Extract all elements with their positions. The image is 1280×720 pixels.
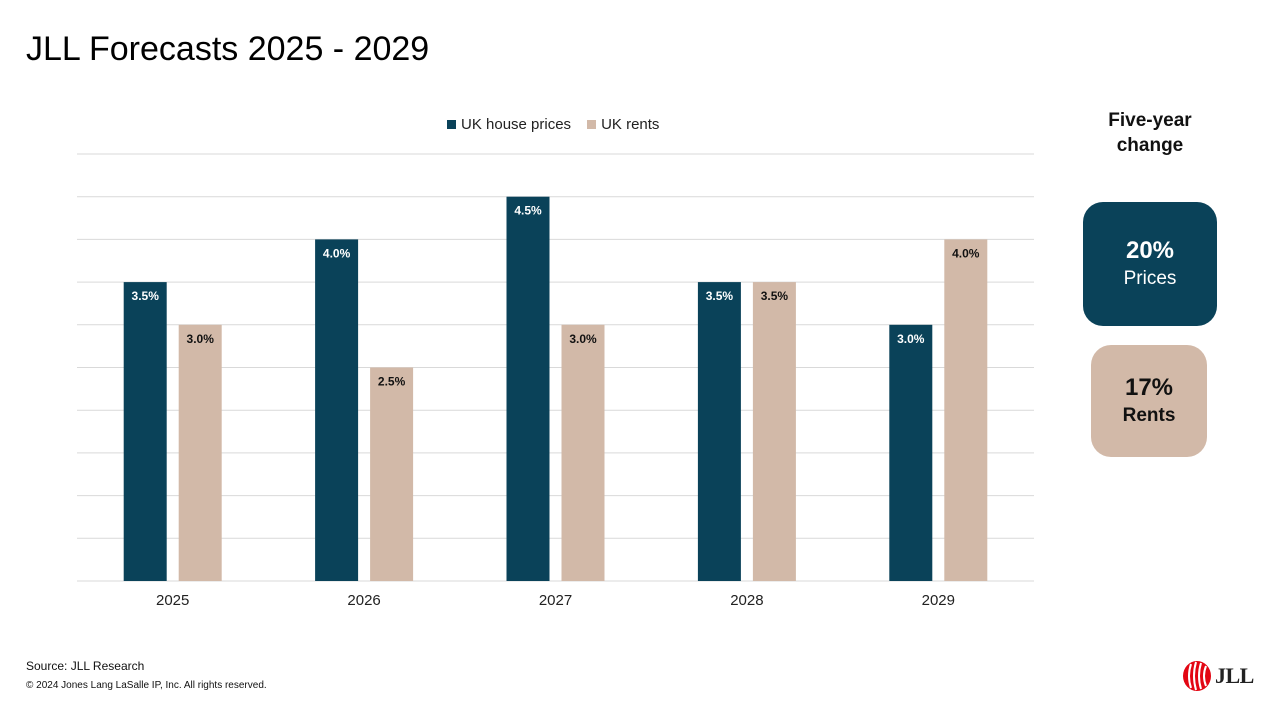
bar-prices-2027 xyxy=(506,196,550,581)
prices-summary-card: 20% Prices xyxy=(1083,202,1217,326)
x-tick-label: 2025 xyxy=(156,592,189,609)
x-tick-label: 2029 xyxy=(922,592,955,609)
legend-swatch-prices xyxy=(447,120,456,129)
jll-logo: JLL xyxy=(1182,660,1254,692)
bar-prices-2026 xyxy=(315,239,359,581)
data-label-prices-2026: 4.0% xyxy=(323,246,351,260)
data-label-prices-2028: 3.5% xyxy=(706,289,734,303)
data-label-rents-2029: 4.0% xyxy=(952,246,980,260)
data-label-rents-2027: 3.0% xyxy=(569,332,597,346)
bar-rents-2029 xyxy=(944,239,988,581)
logo-text: JLL xyxy=(1215,663,1254,688)
x-tick-label: 2026 xyxy=(347,592,380,609)
data-label-rents-2025: 3.0% xyxy=(187,332,215,346)
prices-change-value: 20% xyxy=(1125,237,1175,264)
jll-logo-icon xyxy=(1183,661,1211,691)
prices-change-label: Prices xyxy=(1123,268,1177,289)
bar-chart: 3.5% 3.0% 2025 4.0% 2.5% 2026 4.5% 3.0% 2027 3.5%… xyxy=(77,153,1034,609)
legend-label-rents: UK rents xyxy=(601,116,660,133)
legend-item-prices: UK house prices xyxy=(447,116,571,133)
bar-prices-2025 xyxy=(123,282,167,581)
rents-summary-card: 17% Rents xyxy=(1091,345,1207,457)
bar-rents-2026 xyxy=(370,367,414,581)
chart-legend: UK house prices UK rents xyxy=(447,116,675,133)
data-label-prices-2027: 4.5% xyxy=(514,204,542,218)
copyright-note: © 2024 Jones Lang LaSalle IP, Inc. All r… xyxy=(26,680,267,691)
rents-change-value: 17% xyxy=(1124,374,1174,401)
legend-swatch-rents xyxy=(587,120,597,129)
bar-rents-2027 xyxy=(561,324,605,581)
x-tick-label: 2027 xyxy=(539,592,572,609)
bar-prices-2029 xyxy=(889,324,933,581)
data-label-prices-2025: 3.5% xyxy=(132,289,160,303)
bar-prices-2028 xyxy=(697,282,741,581)
data-label-rents-2028: 3.5% xyxy=(761,289,789,303)
source-note: Source: JLL Research xyxy=(26,659,145,673)
legend-item-rents: UK rents xyxy=(587,116,659,133)
rents-change-label: Rents xyxy=(1122,405,1176,426)
five-year-heading: Five-year change xyxy=(1108,110,1192,156)
data-label-rents-2026: 2.5% xyxy=(378,375,406,389)
page-title: JLL Forecasts 2025 - 2029 xyxy=(26,30,430,68)
data-label-prices-2029: 3.0% xyxy=(897,332,925,346)
bar-rents-2028 xyxy=(752,282,796,581)
legend-label-prices: UK house prices xyxy=(461,116,572,133)
x-tick-label: 2028 xyxy=(730,592,763,609)
bar-rents-2025 xyxy=(178,324,222,581)
